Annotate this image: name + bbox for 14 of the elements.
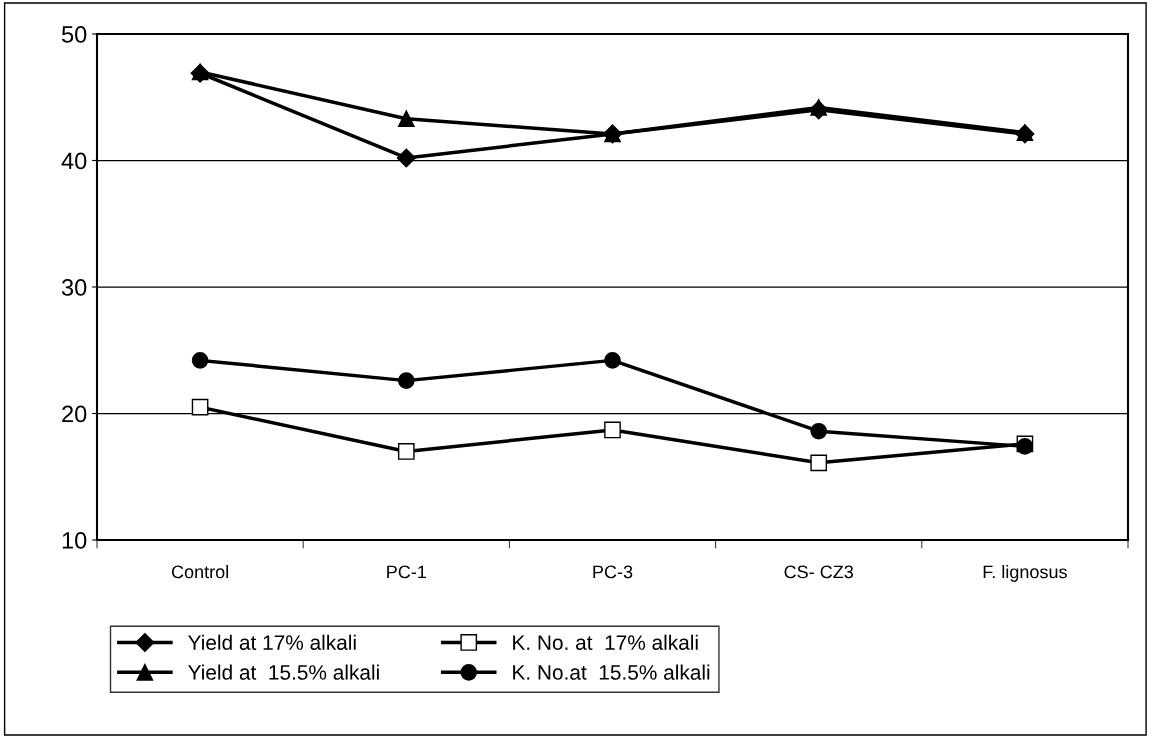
legend-label: K. No.at 15.5% alkali — [513, 664, 710, 680]
x-tick-label: PC-3 — [593, 565, 633, 579]
y-tick-label: 30 — [61, 279, 87, 296]
y-tick-label: 10 — [62, 532, 87, 549]
x-tick-label: F. lignosus — [983, 565, 1067, 582]
y-tick-label: 20 — [62, 405, 87, 423]
y-tick-label: 40 — [61, 152, 87, 170]
x-tick-label: Control — [171, 565, 228, 579]
x-tick-label: CS- CZ3 — [784, 565, 854, 579]
legend-label: Yield at 17% alkali — [188, 634, 356, 650]
legend-label: K. No. at 17% alkali — [513, 634, 698, 650]
y-tick-label: 50 — [61, 26, 87, 43]
x-tick-label: PC-1 — [387, 565, 426, 579]
legend-label: Yield at 15.5% alkali — [188, 664, 379, 680]
